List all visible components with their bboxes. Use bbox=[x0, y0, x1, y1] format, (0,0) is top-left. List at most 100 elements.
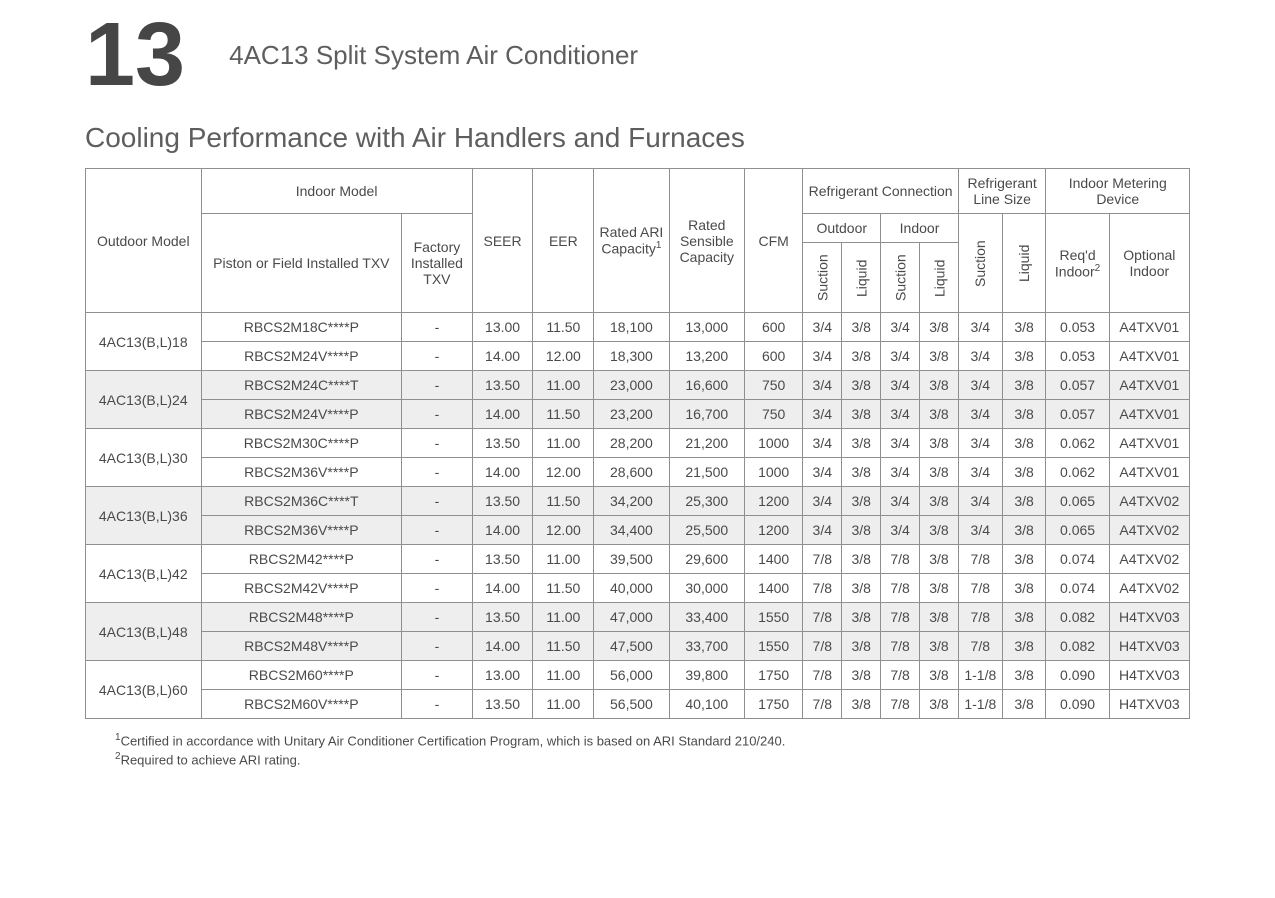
cell-ari: 56,000 bbox=[594, 661, 669, 690]
cell-outdoor-model: 4AC13(B,L)48 bbox=[86, 603, 202, 661]
cell-reqd-indoor: 0.074 bbox=[1046, 545, 1109, 574]
cell-ls-liquid: 3/8 bbox=[1002, 545, 1046, 574]
cell-ls-liquid: 3/8 bbox=[1002, 603, 1046, 632]
col-reqd-indoor: Req'd Indoor2 bbox=[1046, 214, 1109, 313]
cell-ls-liquid: 3/8 bbox=[1002, 632, 1046, 661]
cell-reqd-indoor: 0.062 bbox=[1046, 458, 1109, 487]
cell-ari: 28,600 bbox=[594, 458, 669, 487]
col-refrig-line-size: Refrigerant Line Size bbox=[958, 169, 1046, 214]
cell-sensible: 29,600 bbox=[669, 545, 744, 574]
cell-ic-suction: 7/8 bbox=[881, 603, 920, 632]
cell-oc-liquid: 3/8 bbox=[842, 574, 881, 603]
cell-sensible: 21,500 bbox=[669, 458, 744, 487]
cell-ic-suction: 3/4 bbox=[881, 487, 920, 516]
cell-seer: 13.50 bbox=[472, 487, 533, 516]
cell-ic-liquid: 3/8 bbox=[920, 342, 959, 371]
cell-ic-liquid: 3/8 bbox=[920, 400, 959, 429]
cell-oc-suction: 3/4 bbox=[803, 400, 842, 429]
cell-eer: 11.50 bbox=[533, 487, 594, 516]
cell-sensible: 21,200 bbox=[669, 429, 744, 458]
cell-optional-indoor: A4TXV02 bbox=[1109, 516, 1189, 545]
col-line-suction: Suction bbox=[958, 214, 1002, 313]
cell-cfm: 1750 bbox=[744, 661, 802, 690]
cell-reqd-indoor: 0.065 bbox=[1046, 516, 1109, 545]
cell-cfm: 600 bbox=[744, 342, 802, 371]
cell-ic-liquid: 3/8 bbox=[920, 313, 959, 342]
cell-ls-liquid: 3/8 bbox=[1002, 458, 1046, 487]
cell-reqd-indoor: 0.053 bbox=[1046, 313, 1109, 342]
col-refrig-conn: Refrigerant Connection bbox=[803, 169, 959, 214]
cell-seer: 14.00 bbox=[472, 458, 533, 487]
cell-ls-suction: 7/8 bbox=[958, 632, 1002, 661]
cell-oc-liquid: 3/8 bbox=[842, 603, 881, 632]
cell-indoor: RBCS2M36V****P bbox=[201, 516, 402, 545]
cell-optional-indoor: A4TXV01 bbox=[1109, 313, 1189, 342]
cell-oc-liquid: 3/8 bbox=[842, 690, 881, 719]
cell-ic-suction: 7/8 bbox=[881, 545, 920, 574]
table-head: Outdoor Model Indoor Model SEER EER Rate… bbox=[86, 169, 1190, 313]
cell-indoor: RBCS2M60****P bbox=[201, 661, 402, 690]
cell-seer: 13.50 bbox=[472, 603, 533, 632]
cell-oc-liquid: 3/8 bbox=[842, 661, 881, 690]
cell-seer: 13.50 bbox=[472, 545, 533, 574]
table-row: RBCS2M48V****P-14.0011.5047,50033,700155… bbox=[86, 632, 1190, 661]
cell-cfm: 1550 bbox=[744, 632, 802, 661]
cell-ls-suction: 7/8 bbox=[958, 574, 1002, 603]
cell-optional-indoor: H4TXV03 bbox=[1109, 603, 1189, 632]
cell-eer: 12.00 bbox=[533, 458, 594, 487]
cell-ic-suction: 7/8 bbox=[881, 661, 920, 690]
cell-optional-indoor: A4TXV01 bbox=[1109, 342, 1189, 371]
col-oc-suction: Suction bbox=[803, 243, 842, 313]
cell-oc-liquid: 3/8 bbox=[842, 545, 881, 574]
cell-reqd-indoor: 0.090 bbox=[1046, 690, 1109, 719]
col-rated-sensible: Rated Sensible Capacity bbox=[669, 169, 744, 313]
table-row: 4AC13(B,L)30RBCS2M30C****P-13.5011.0028,… bbox=[86, 429, 1190, 458]
cell-oc-suction: 3/4 bbox=[803, 487, 842, 516]
cell-oc-suction: 7/8 bbox=[803, 574, 842, 603]
cell-ari: 39,500 bbox=[594, 545, 669, 574]
cell-indoor: RBCS2M48****P bbox=[201, 603, 402, 632]
cell-cfm: 1000 bbox=[744, 458, 802, 487]
cell-seer: 14.00 bbox=[472, 632, 533, 661]
cell-ari: 34,200 bbox=[594, 487, 669, 516]
footnote-2: 2Required to achieve ARI rating. bbox=[115, 750, 1190, 769]
cell-ic-suction: 7/8 bbox=[881, 632, 920, 661]
page-header: 13 4AC13 Split System Air Conditioner bbox=[85, 0, 1190, 100]
cell-ic-suction: 3/4 bbox=[881, 458, 920, 487]
cell-seer: 13.00 bbox=[472, 313, 533, 342]
cell-sensible: 40,100 bbox=[669, 690, 744, 719]
cell-outdoor-model: 4AC13(B,L)36 bbox=[86, 487, 202, 545]
cell-sensible: 39,800 bbox=[669, 661, 744, 690]
cell-ls-liquid: 3/8 bbox=[1002, 313, 1046, 342]
col-optional-indoor: Optional Indoor bbox=[1109, 214, 1189, 313]
cell-indoor: RBCS2M36V****P bbox=[201, 458, 402, 487]
cell-indoor: RBCS2M60V****P bbox=[201, 690, 402, 719]
cell-txv: - bbox=[402, 516, 473, 545]
cell-ic-liquid: 3/8 bbox=[920, 487, 959, 516]
cell-oc-liquid: 3/8 bbox=[842, 458, 881, 487]
table-row: 4AC13(B,L)18RBCS2M18C****P-13.0011.5018,… bbox=[86, 313, 1190, 342]
table-row: RBCS2M42V****P-14.0011.5040,00030,000140… bbox=[86, 574, 1190, 603]
cell-txv: - bbox=[402, 632, 473, 661]
cell-indoor: RBCS2M18C****P bbox=[201, 313, 402, 342]
cell-sensible: 16,700 bbox=[669, 400, 744, 429]
cell-oc-suction: 7/8 bbox=[803, 632, 842, 661]
cell-oc-suction: 7/8 bbox=[803, 603, 842, 632]
cell-txv: - bbox=[402, 313, 473, 342]
col-indoor-model: Indoor Model bbox=[201, 169, 472, 214]
table-row: RBCS2M24V****P-14.0012.0018,30013,200600… bbox=[86, 342, 1190, 371]
cell-txv: - bbox=[402, 342, 473, 371]
performance-table: Outdoor Model Indoor Model SEER EER Rate… bbox=[85, 168, 1190, 719]
cell-optional-indoor: A4TXV01 bbox=[1109, 458, 1189, 487]
table-row: 4AC13(B,L)60RBCS2M60****P-13.0011.0056,0… bbox=[86, 661, 1190, 690]
cell-indoor: RBCS2M30C****P bbox=[201, 429, 402, 458]
cell-ic-suction: 7/8 bbox=[881, 574, 920, 603]
cell-ls-suction: 1-1/8 bbox=[958, 690, 1002, 719]
cell-ls-suction: 3/4 bbox=[958, 487, 1002, 516]
cell-reqd-indoor: 0.053 bbox=[1046, 342, 1109, 371]
cell-indoor: RBCS2M42****P bbox=[201, 545, 402, 574]
cell-oc-liquid: 3/8 bbox=[842, 371, 881, 400]
table-row: 4AC13(B,L)48RBCS2M48****P-13.5011.0047,0… bbox=[86, 603, 1190, 632]
cell-txv: - bbox=[402, 371, 473, 400]
cell-ls-liquid: 3/8 bbox=[1002, 400, 1046, 429]
